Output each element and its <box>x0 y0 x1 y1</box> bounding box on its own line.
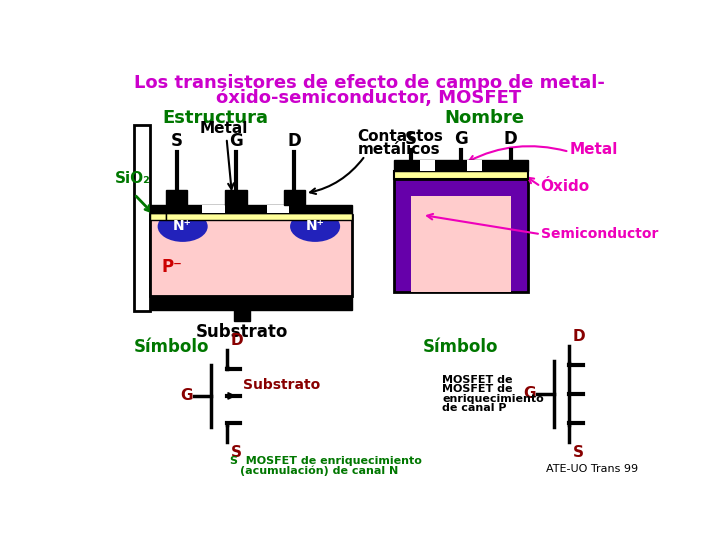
Text: SiO₂: SiO₂ <box>115 171 150 186</box>
Text: D: D <box>230 333 243 348</box>
Text: Substrato: Substrato <box>196 323 288 341</box>
Text: G: G <box>229 132 243 150</box>
Text: S: S <box>230 445 241 460</box>
Bar <box>150 213 166 220</box>
Bar <box>234 309 250 321</box>
Text: S: S <box>573 445 584 460</box>
Bar <box>467 160 482 171</box>
Text: Los transistores de efecto de campo de metal-: Los transistores de efecto de campo de m… <box>134 74 604 92</box>
Bar <box>284 190 305 205</box>
Text: S: S <box>405 130 417 148</box>
Text: de canal P: de canal P <box>442 403 507 413</box>
Bar <box>166 213 352 220</box>
Text: Estructura: Estructura <box>162 110 268 127</box>
Bar <box>166 190 187 205</box>
Text: Símbolo: Símbolo <box>423 338 498 356</box>
Text: D: D <box>573 329 585 345</box>
Text: Símbolo: Símbolo <box>134 338 210 356</box>
Text: Metal: Metal <box>570 142 618 157</box>
Bar <box>394 171 528 179</box>
Bar <box>150 215 352 296</box>
Ellipse shape <box>158 211 207 242</box>
Text: N⁺: N⁺ <box>306 219 325 233</box>
Text: Contactos: Contactos <box>357 129 444 144</box>
Text: G: G <box>454 130 467 148</box>
Text: D: D <box>287 132 301 150</box>
Text: G: G <box>180 388 193 403</box>
Bar <box>394 160 528 171</box>
Bar <box>410 195 510 292</box>
Bar <box>420 160 435 171</box>
Text: S: S <box>171 132 182 150</box>
Text: Metal: Metal <box>200 122 248 137</box>
Bar <box>267 205 289 213</box>
Text: ATE-UO Trans 99: ATE-UO Trans 99 <box>546 464 639 475</box>
Text: P⁻: P⁻ <box>161 258 182 275</box>
Text: Substrato: Substrato <box>243 378 320 392</box>
Text: metálicos: metálicos <box>357 142 440 157</box>
Text: óxido-semiconductor, MOSFET: óxido-semiconductor, MOSFET <box>217 90 521 107</box>
Text: enriquecimiento: enriquecimiento <box>442 394 544 403</box>
Text: Óxido: Óxido <box>541 179 590 194</box>
Text: G: G <box>523 386 535 401</box>
Ellipse shape <box>290 211 340 242</box>
Text: S  MOSFET de enriquecimiento: S MOSFET de enriquecimiento <box>230 456 422 466</box>
Text: (acumulación) de canal N: (acumulación) de canal N <box>240 465 399 476</box>
FancyBboxPatch shape <box>134 125 150 311</box>
Bar <box>202 205 225 213</box>
Bar <box>394 179 528 292</box>
Bar <box>225 190 246 205</box>
Bar <box>150 205 352 213</box>
Bar <box>150 296 352 309</box>
Text: Semiconductor: Semiconductor <box>541 227 658 241</box>
Text: N⁺: N⁺ <box>174 219 192 233</box>
Text: D: D <box>504 130 518 148</box>
Text: Nombre: Nombre <box>444 110 524 127</box>
Text: MOSFET de: MOSFET de <box>442 384 513 394</box>
Text: MOSFET de: MOSFET de <box>442 375 513 385</box>
